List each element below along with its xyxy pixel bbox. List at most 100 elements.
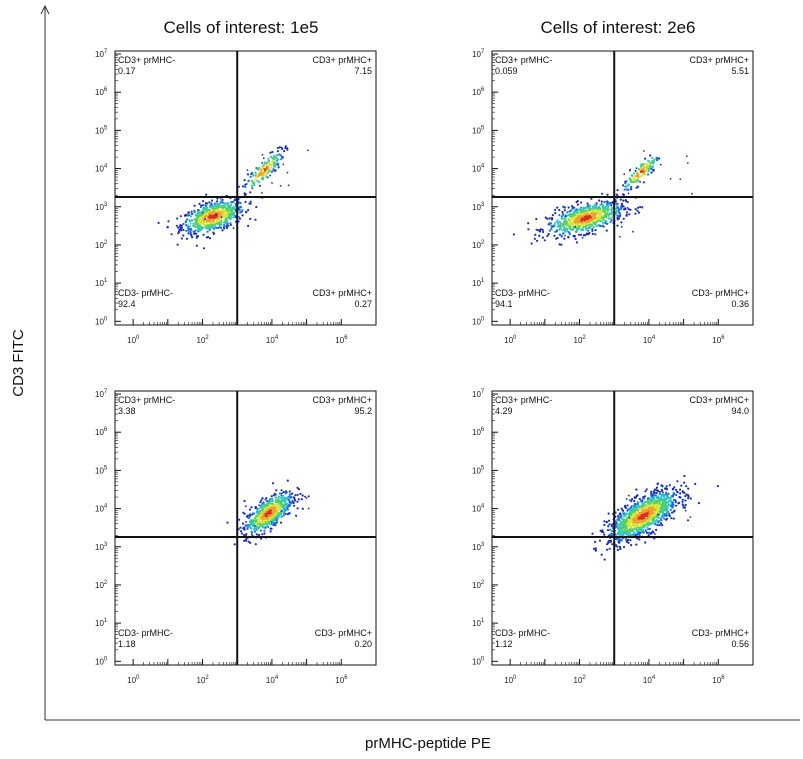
event-point — [269, 499, 272, 502]
event-point — [196, 208, 200, 212]
event-point — [223, 212, 226, 215]
x-tick-label: 102 — [197, 335, 210, 345]
event-point — [577, 225, 580, 228]
event-point — [238, 216, 241, 219]
y-tick-label: 102 — [95, 240, 108, 250]
outlier-point — [264, 498, 267, 501]
event-point — [627, 518, 630, 521]
outlier-point — [657, 513, 659, 516]
event-point — [634, 208, 637, 211]
event-point — [197, 210, 200, 213]
event-point — [669, 508, 672, 511]
event-point — [262, 503, 265, 506]
y-tick-label: 106 — [472, 87, 485, 97]
event-point — [200, 213, 203, 216]
event-point — [288, 504, 291, 508]
event-point — [254, 521, 257, 524]
outlier-point — [628, 499, 631, 501]
outlier-point — [619, 215, 621, 218]
event-point — [266, 502, 269, 505]
event-point — [625, 520, 628, 523]
event-point — [645, 488, 648, 491]
event-point — [601, 216, 604, 219]
event-point — [277, 162, 280, 165]
event-point — [652, 502, 656, 505]
event-point — [627, 208, 630, 211]
event-point — [604, 220, 607, 223]
event-point — [599, 203, 602, 206]
y-tick-label: 100 — [472, 316, 485, 326]
event-point — [644, 529, 647, 532]
event-point — [182, 228, 185, 231]
event-point — [684, 503, 687, 507]
event-point — [644, 157, 647, 160]
quadrant-ur-name: CD3+ prMHC+ — [689, 395, 749, 405]
outlier-point — [684, 509, 687, 512]
event-point — [249, 191, 252, 194]
event-point — [560, 235, 563, 238]
event-point — [266, 506, 269, 509]
event-point — [580, 233, 583, 236]
event-point — [259, 171, 262, 174]
event-point — [598, 199, 601, 202]
event-point — [267, 157, 270, 160]
event-point — [580, 215, 583, 218]
x-tick-label: 104 — [266, 335, 279, 345]
event-point — [610, 217, 613, 220]
event-point — [618, 541, 621, 544]
event-point — [276, 150, 280, 153]
quadrant-ur-value: 94.0 — [731, 406, 749, 416]
event-point — [620, 533, 623, 537]
event-point — [643, 504, 646, 507]
event-point — [615, 520, 618, 523]
event-point — [642, 181, 646, 184]
event-point — [244, 185, 247, 189]
quadrant-ul-name: CD3+ prMHC- — [495, 395, 552, 405]
event-point — [616, 545, 619, 548]
event-point — [562, 205, 565, 208]
event-point — [603, 523, 606, 527]
outlier-point — [627, 494, 630, 497]
event-point — [592, 215, 595, 218]
event-point — [268, 514, 271, 517]
event-point — [260, 169, 263, 172]
event-point — [296, 507, 299, 510]
event-point — [645, 166, 648, 169]
event-point — [640, 167, 643, 170]
outlier-point — [234, 209, 237, 212]
y-tick-label: 101 — [472, 278, 485, 288]
event-point — [606, 202, 609, 205]
event-point — [609, 220, 612, 224]
event-point — [577, 215, 580, 218]
event-point — [631, 518, 634, 521]
event-point — [681, 500, 684, 503]
outlier-point — [625, 498, 628, 500]
event-point — [255, 528, 258, 532]
event-point — [594, 549, 597, 552]
event-point — [594, 540, 597, 544]
event-point — [274, 496, 277, 499]
event-point — [291, 500, 294, 503]
event-point — [261, 516, 264, 519]
event-point — [527, 228, 530, 231]
event-point — [166, 226, 169, 229]
event-point — [566, 224, 569, 227]
event-point — [266, 517, 269, 521]
event-point — [602, 208, 605, 211]
event-point — [684, 499, 687, 502]
event-point — [662, 498, 666, 501]
event-point — [276, 520, 279, 524]
quadrant-ur-name: CD3+ prMHC+ — [312, 55, 372, 65]
event-point — [573, 206, 576, 209]
event-point — [282, 506, 285, 509]
event-point — [569, 227, 572, 230]
event-point — [606, 543, 609, 546]
event-point — [278, 492, 282, 495]
event-point — [271, 150, 274, 154]
event-point — [297, 498, 300, 501]
event-point — [243, 539, 246, 543]
event-point — [633, 531, 636, 534]
outlier-point — [564, 215, 567, 218]
outlier-point — [234, 216, 237, 219]
event-point — [251, 513, 254, 516]
